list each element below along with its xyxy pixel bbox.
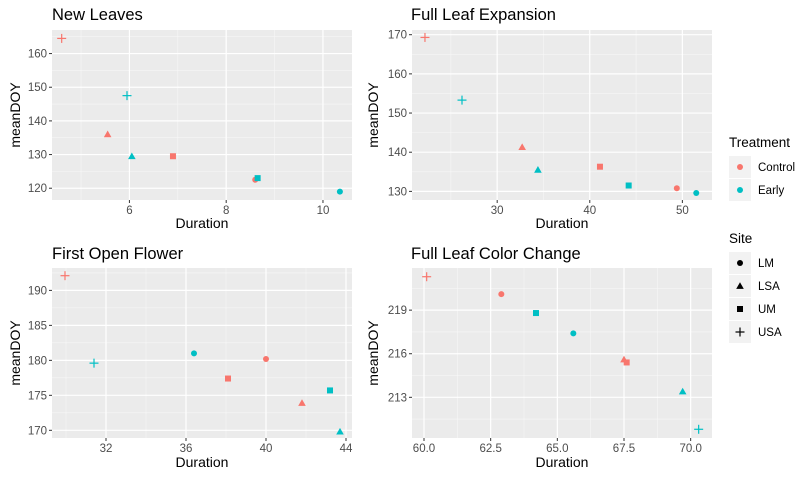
legend-key-control <box>737 164 743 170</box>
data-point-control-usa <box>422 272 432 282</box>
y-tick-label: 150 <box>28 82 47 94</box>
y-tick-label: 190 <box>28 285 47 297</box>
y-tick-label: 170 <box>28 425 47 437</box>
data-point-early-usa <box>89 358 99 368</box>
data-point-early-lm <box>191 350 197 357</box>
legend: Treatment Control Early Site LM LSA UM USA <box>729 135 795 343</box>
data-point-early-lsa <box>678 387 687 395</box>
x-tick-label: 40 <box>260 443 273 455</box>
legend-label-lsa: LSA <box>758 281 780 293</box>
data-point-control-um <box>596 163 603 170</box>
x-tick-label: 6 <box>126 205 132 217</box>
legend-key-lsa <box>736 282 744 289</box>
y-tick-label: 160 <box>388 69 407 81</box>
chart-panel-2: 30 40 50 130 140 150 160 170 Full Leaf Expansion… <box>365 6 712 231</box>
y-tick-label: 140 <box>28 116 47 128</box>
panel-title: New Leaves <box>52 6 143 24</box>
legend-key-lm <box>737 260 743 266</box>
legend-key-um <box>737 306 743 312</box>
legend-title-site: Site <box>729 231 752 246</box>
panel-title: Full Leaf Expansion <box>411 6 556 24</box>
x-axis-title: Duration <box>176 215 229 231</box>
data-point-control-lm <box>498 291 505 298</box>
chart-panel-3: 32 36 40 44 170 175 180 185 190 First Open Flower… <box>7 245 353 470</box>
data-point-early-usa <box>457 95 467 105</box>
data-point-early-usa <box>122 91 132 101</box>
panel-title: Full Leaf Color Change <box>411 245 581 263</box>
data-point-control-lsa <box>518 143 526 150</box>
x-tick-label: 60.0 <box>413 443 435 455</box>
legend-label-control: Control <box>758 162 795 174</box>
x-tick-label: 50 <box>676 205 689 217</box>
legend-label-lm: LM <box>758 258 774 270</box>
x-tick-label: 10 <box>317 205 330 217</box>
x-tick-label: 65.0 <box>546 443 568 455</box>
y-tick-label: 219 <box>388 305 407 317</box>
data-point-control-um <box>169 153 176 160</box>
y-tick-label: 216 <box>388 349 407 361</box>
data-point-early-lm <box>336 188 343 195</box>
x-tick-label: 40 <box>583 205 596 217</box>
x-tick-label: 32 <box>100 443 113 455</box>
legend-key-early <box>737 187 743 193</box>
data-point-early-lsa <box>336 427 344 435</box>
x-tick-label: 8 <box>223 205 229 217</box>
data-point-control-lm <box>263 355 269 362</box>
x-axis-title: Duration <box>536 215 589 231</box>
x-tick-label: 44 <box>340 443 353 455</box>
data-point-control-usa <box>57 33 67 43</box>
y-tick-label: 120 <box>28 183 47 195</box>
panel-title: First Open Flower <box>52 245 184 263</box>
legend-key-usa <box>735 327 745 337</box>
x-tick-label: 70.0 <box>679 443 701 455</box>
x-tick-label: 67.5 <box>613 443 635 455</box>
y-axis-title: meanDOY <box>7 320 23 386</box>
legend-label-early: Early <box>758 185 784 197</box>
y-axis-title: meanDOY <box>365 320 381 386</box>
legend-title-treatment: Treatment <box>729 135 790 150</box>
x-axis-title: Duration <box>536 454 589 470</box>
data-point-early-um <box>625 182 632 189</box>
y-tick-label: 140 <box>388 147 407 159</box>
y-tick-label: 175 <box>28 390 47 402</box>
y-tick-label: 130 <box>28 150 47 162</box>
y-tick-label: 185 <box>28 320 47 332</box>
data-point-control-um <box>623 359 630 366</box>
data-point-control-usa <box>60 271 70 281</box>
chart-panel-4: 60.0 62.5 65.0 67.5 70.0 213 216 219 Full Leaf C… <box>365 245 712 470</box>
y-tick-label: 213 <box>388 392 407 404</box>
data-point-early-lm <box>570 330 577 337</box>
x-tick-label: 62.5 <box>479 443 501 455</box>
legend-label-usa: USA <box>758 327 782 339</box>
y-tick-label: 150 <box>388 108 407 120</box>
data-point-early-um <box>327 387 333 394</box>
data-point-early-lm <box>693 189 700 196</box>
y-tick-label: 130 <box>388 186 407 198</box>
y-tick-label: 180 <box>28 355 47 367</box>
x-tick-label: 30 <box>491 205 504 217</box>
legend-label-um: UM <box>758 304 776 316</box>
data-point-early-lsa <box>534 166 542 173</box>
data-point-early-um <box>254 175 261 182</box>
data-point-early-usa <box>694 424 704 434</box>
data-point-control-lsa <box>103 130 112 138</box>
data-point-control-usa <box>420 32 430 42</box>
data-point-early-um <box>533 310 539 317</box>
plot-background <box>412 268 712 438</box>
y-axis-title: meanDOY <box>7 82 23 148</box>
data-point-early-lsa <box>128 152 136 160</box>
plot-background <box>52 30 352 200</box>
data-point-control-lsa <box>298 399 306 406</box>
y-tick-label: 160 <box>28 49 47 61</box>
x-tick-label: 36 <box>180 443 193 455</box>
chart-panel-1: 6 8 10 120 130 140 150 160 New Leaves Duration mea… <box>7 6 352 231</box>
plot-background <box>412 30 712 200</box>
data-point-control-um <box>225 375 231 382</box>
x-axis-title: Duration <box>176 454 229 470</box>
plot-background <box>52 268 352 438</box>
data-point-control-lm <box>673 185 680 192</box>
y-tick-label: 170 <box>388 30 407 42</box>
y-axis-title: meanDOY <box>365 82 381 148</box>
